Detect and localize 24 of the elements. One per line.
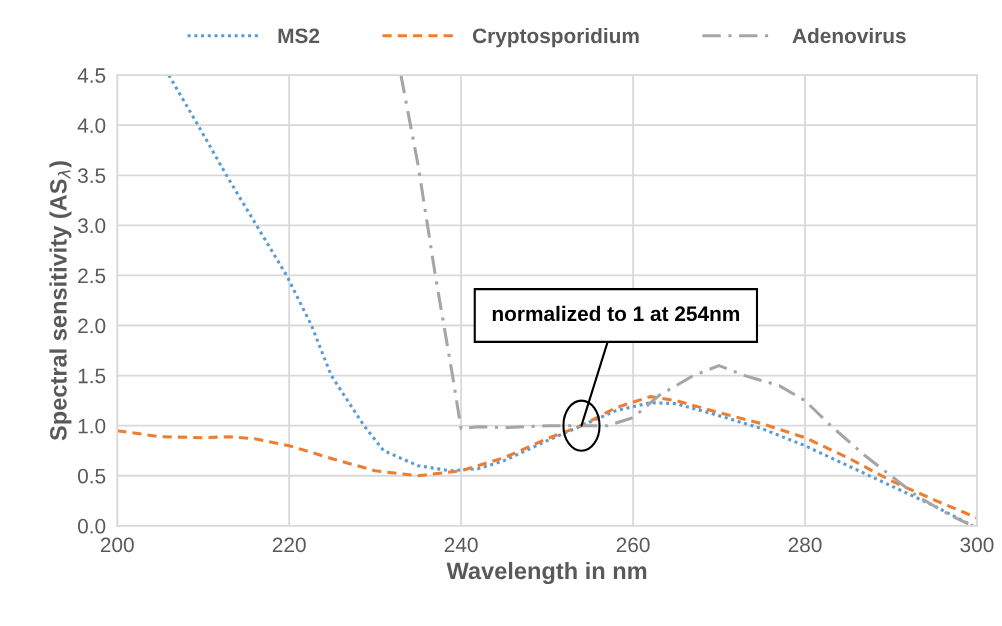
y-tick-label: 1.5 bbox=[78, 368, 106, 384]
x-axis-title: Wavelength in nm bbox=[446, 561, 647, 585]
y-tick-label: 4.5 bbox=[77, 68, 106, 83]
x-tick-label: 260 bbox=[616, 537, 650, 553]
y-tick-label: 2.0 bbox=[78, 318, 106, 334]
legend-label: MS2 bbox=[278, 28, 320, 44]
x-tick-label: 200 bbox=[100, 537, 134, 553]
x-tick-label: 240 bbox=[444, 537, 478, 553]
y-tick-label: 1.0 bbox=[78, 418, 106, 434]
y-tick-label: 0.5 bbox=[77, 468, 106, 484]
line-series bbox=[399, 75, 970, 526]
y-tick-label: 3.5 bbox=[77, 168, 106, 184]
x-tick-label: 280 bbox=[788, 537, 822, 553]
y-tick-label: 2.5 bbox=[78, 268, 106, 284]
legend-label: Cryptosporidium bbox=[472, 27, 639, 48]
legend-label: Adenovirus bbox=[792, 27, 906, 44]
annotation: normalized to 1 at 254nm bbox=[492, 305, 740, 322]
y-axis-title: Spectral sensitivity (AS$_{λ}$) bbox=[49, 161, 72, 441]
x-tick-label: 300 bbox=[960, 537, 994, 553]
y-tick-label: 4.0 bbox=[77, 118, 106, 133]
line-series bbox=[117, 395, 977, 520]
x-tick-label: 220 bbox=[272, 537, 306, 553]
y-tick-label: 3.0 bbox=[77, 218, 106, 234]
y-tick-label: 0.0 bbox=[77, 518, 106, 534]
